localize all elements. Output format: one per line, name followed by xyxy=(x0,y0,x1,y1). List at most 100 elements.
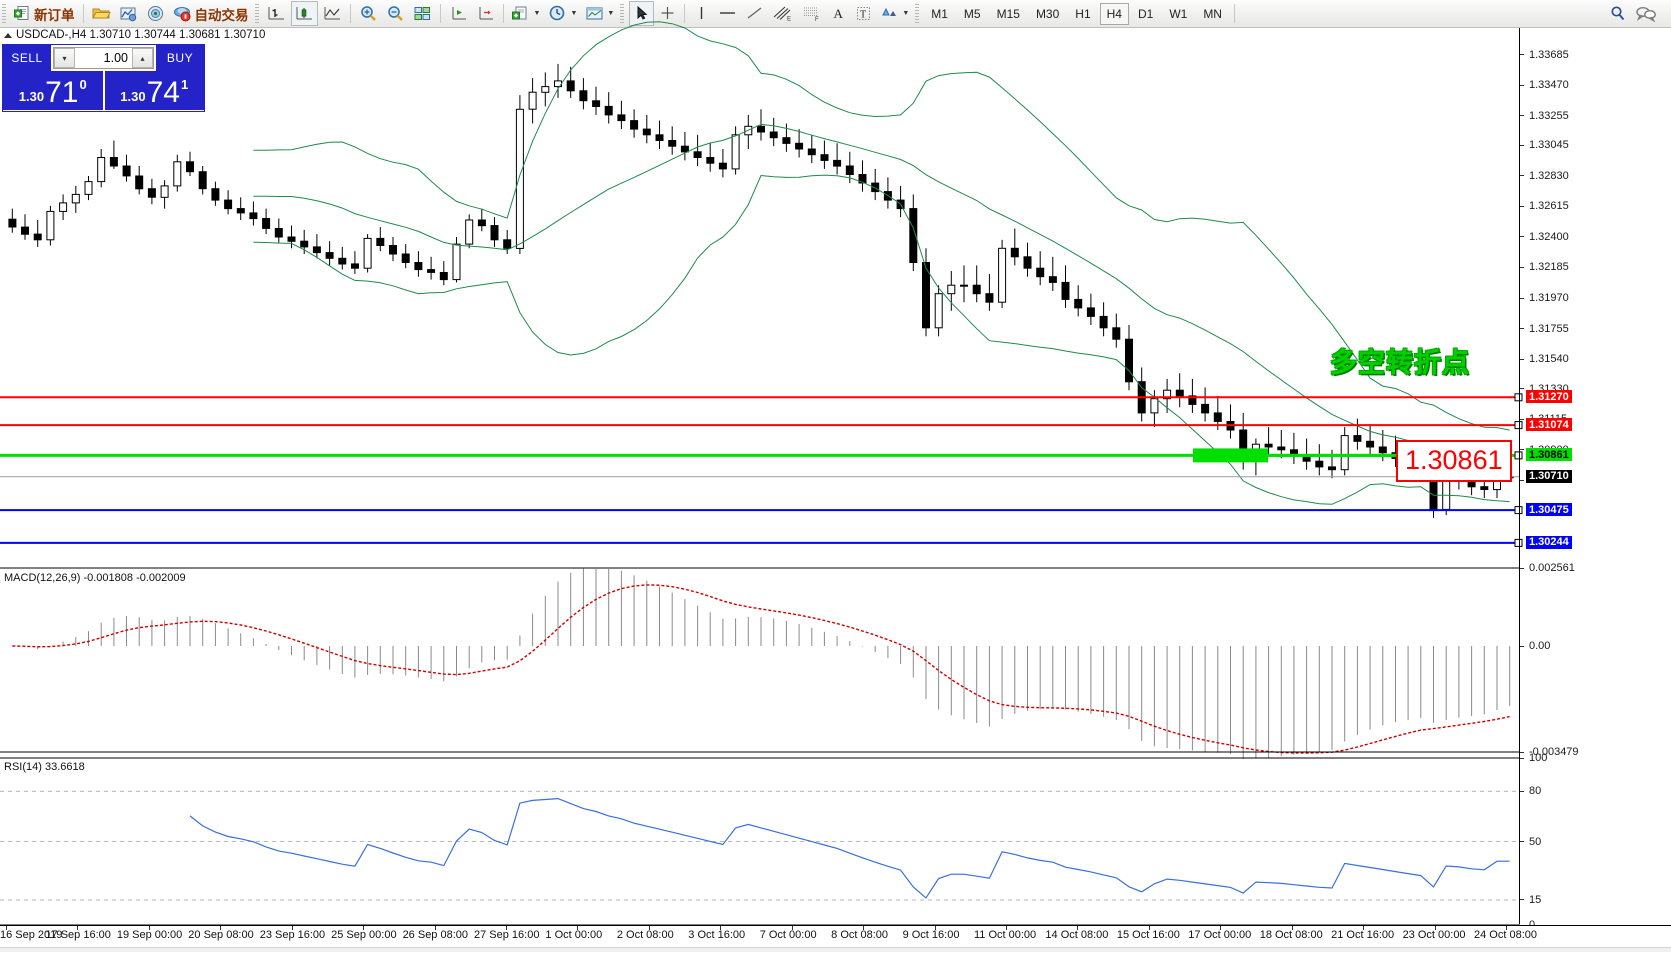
macd-indicator-label: MACD(12,26,9) -0.001808 -0.002009 xyxy=(2,572,188,584)
price-axis-tick: 1.32830 xyxy=(1520,169,1671,183)
chevron-down-icon-4[interactable]: ▼ xyxy=(902,10,910,17)
resistance-level-1[interactable]: 1.31270 xyxy=(1526,390,1572,404)
chevron-down-icon[interactable]: ▼ xyxy=(533,10,541,17)
toolbar-grip[interactable] xyxy=(2,3,6,24)
chevron-down-icon-2[interactable]: ▼ xyxy=(570,10,578,17)
collapse-triangle-icon[interactable] xyxy=(4,32,12,38)
resistance-level-2[interactable]: 1.31074 xyxy=(1526,418,1572,432)
chat-button[interactable] xyxy=(1632,2,1660,25)
timeframe-h1[interactable]: H1 xyxy=(1075,6,1091,21)
volume-input-group[interactable]: ▾ 1.00 ▴ xyxy=(53,47,154,69)
time-axis-tick xyxy=(1363,926,1365,930)
timeframe-m30[interactable]: M30 xyxy=(1035,6,1060,21)
fibonacci-button[interactable]: F xyxy=(798,2,825,25)
symbol-info-line: USDCAD-,H4 1.30710 1.30744 1.30681 1.307… xyxy=(0,28,265,42)
price-axis-tick: 1.31970 xyxy=(1520,291,1671,305)
current-price[interactable]: 1.30710 xyxy=(1526,469,1572,483)
macd-axis-tick: 0.00 xyxy=(1520,639,1671,653)
timeframe-m5[interactable]: M5 xyxy=(963,6,981,21)
shapes-button[interactable]: ▼ xyxy=(877,2,912,25)
auto-scroll-icon xyxy=(479,7,493,20)
candlestick-chart-button[interactable] xyxy=(290,1,318,26)
buy-button[interactable]: BUY xyxy=(156,45,204,71)
macd-axis-tick: -0.003479 xyxy=(1520,745,1671,759)
zoom-in-icon xyxy=(360,6,376,21)
time-axis-tick xyxy=(1077,926,1079,930)
buy-price-display[interactable]: 1.30 74 1 xyxy=(102,71,204,110)
buy-price-prefix: 1.30 xyxy=(120,89,146,104)
timeframe-d1[interactable]: D1 xyxy=(1137,6,1154,21)
one-click-trading-panel[interactable]: SELL ▾ 1.00 ▴ BUY 1.30 71 0 1.30 74 1 xyxy=(2,44,205,112)
zoom-out-button[interactable] xyxy=(383,2,408,25)
timeframe-m1[interactable]: M1 xyxy=(931,6,948,21)
svg-text:A: A xyxy=(834,6,844,21)
volume-decrease-button[interactable]: ▾ xyxy=(54,48,75,68)
volume-input[interactable]: 1.00 xyxy=(103,51,128,65)
toolbar-grip-2[interactable] xyxy=(254,3,259,24)
shift-end-button[interactable] xyxy=(446,2,471,25)
text-label-button[interactable]: A xyxy=(827,2,850,25)
time-axis-tick xyxy=(1291,926,1293,930)
price-axis-tick-label: 1.33470 xyxy=(1529,79,1569,92)
toolbar-grip-3[interactable] xyxy=(620,3,625,24)
rsi-axis-tick-label: 80 xyxy=(1529,785,1542,798)
trade-panel-prices: 1.30 71 0 1.30 74 1 xyxy=(3,71,204,110)
indicators-icon xyxy=(586,7,603,20)
new-object-icon xyxy=(511,6,526,20)
time-axis-label: 9 Oct 16:00 xyxy=(902,929,960,941)
macd-axis-tick-label: 0.00 xyxy=(1529,640,1551,653)
timeframe-mn[interactable]: MN xyxy=(1203,6,1222,21)
new-object-button[interactable]: ▼ xyxy=(509,2,544,25)
trend-line-button[interactable] xyxy=(742,2,767,25)
folder-button[interactable] xyxy=(89,2,114,25)
price-axis-tick-label: 1.31970 xyxy=(1529,292,1569,304)
pivot-level[interactable]: 1.30861 xyxy=(1526,448,1572,462)
text-label-icon: A xyxy=(834,6,844,21)
timeframe-w1[interactable]: W1 xyxy=(1169,6,1188,21)
vertical-line-button[interactable] xyxy=(690,2,713,25)
support-level-1[interactable]: 1.30475 xyxy=(1526,503,1572,517)
text-box-button[interactable]: T xyxy=(852,2,875,25)
support-level-2[interactable]: 1.30244 xyxy=(1526,535,1572,549)
cursor-icon xyxy=(637,5,648,20)
volume-increase-button[interactable]: ▴ xyxy=(132,48,153,68)
bar-chart-button[interactable] xyxy=(264,2,289,25)
globe-button[interactable] xyxy=(143,2,168,25)
periodicity-button[interactable]: ▼ xyxy=(545,2,580,25)
sell-price-display[interactable]: 1.30 71 0 xyxy=(3,71,103,110)
price-axis-tick-label: 1.32615 xyxy=(1529,200,1569,213)
periodicity-icon xyxy=(550,5,565,21)
tile-windows-button[interactable] xyxy=(410,2,435,25)
auto-trading-button[interactable]: 自动交易 xyxy=(170,2,252,25)
horizontal-line-button[interactable] xyxy=(715,2,740,25)
search-button[interactable] xyxy=(1606,2,1630,25)
text-box-icon: T xyxy=(857,7,871,21)
time-axis-tick xyxy=(1148,926,1150,930)
horizontal-line-icon xyxy=(720,12,736,14)
zoom-in-button[interactable] xyxy=(356,2,381,25)
time-axis-label: 18 Oct 08:00 xyxy=(1259,929,1323,941)
time-axis-label: 11 Oct 00:00 xyxy=(974,929,1037,941)
sell-price-prefix: 1.30 xyxy=(18,89,45,104)
new-order-button[interactable]: 新订单 xyxy=(11,2,78,25)
timeframe-h4[interactable]: H4 xyxy=(1099,2,1129,25)
chevron-down-icon-3[interactable]: ▼ xyxy=(607,10,615,17)
auto-scroll-button[interactable] xyxy=(473,2,498,25)
equidistant-channel-button[interactable]: E xyxy=(769,2,796,25)
line-chart-button[interactable] xyxy=(320,2,345,25)
toolbar-grip-4[interactable] xyxy=(915,3,920,24)
price-axis-tick-label: 1.32185 xyxy=(1529,261,1569,274)
time-axis-tick xyxy=(577,926,579,930)
timeframe-m15[interactable]: M15 xyxy=(996,6,1020,21)
time-axis-tick xyxy=(434,926,436,930)
price-axis[interactable]: 1.33685 1.33470 1.33255 1.33045 1.32830 1.326… xyxy=(1519,28,1671,931)
crosshair-button[interactable] xyxy=(656,2,679,25)
price-axis-tick-label: 1.33045 xyxy=(1529,139,1569,152)
sell-button[interactable]: SELL xyxy=(3,45,51,71)
time-axis-label: 19 Sep 00:00 xyxy=(116,929,183,941)
open-chart-button[interactable] xyxy=(116,2,141,25)
shift-end-icon xyxy=(452,7,466,20)
time-axis-label: 23 Sep 16:00 xyxy=(259,929,326,941)
indicators-button[interactable]: ▼ xyxy=(582,2,617,25)
